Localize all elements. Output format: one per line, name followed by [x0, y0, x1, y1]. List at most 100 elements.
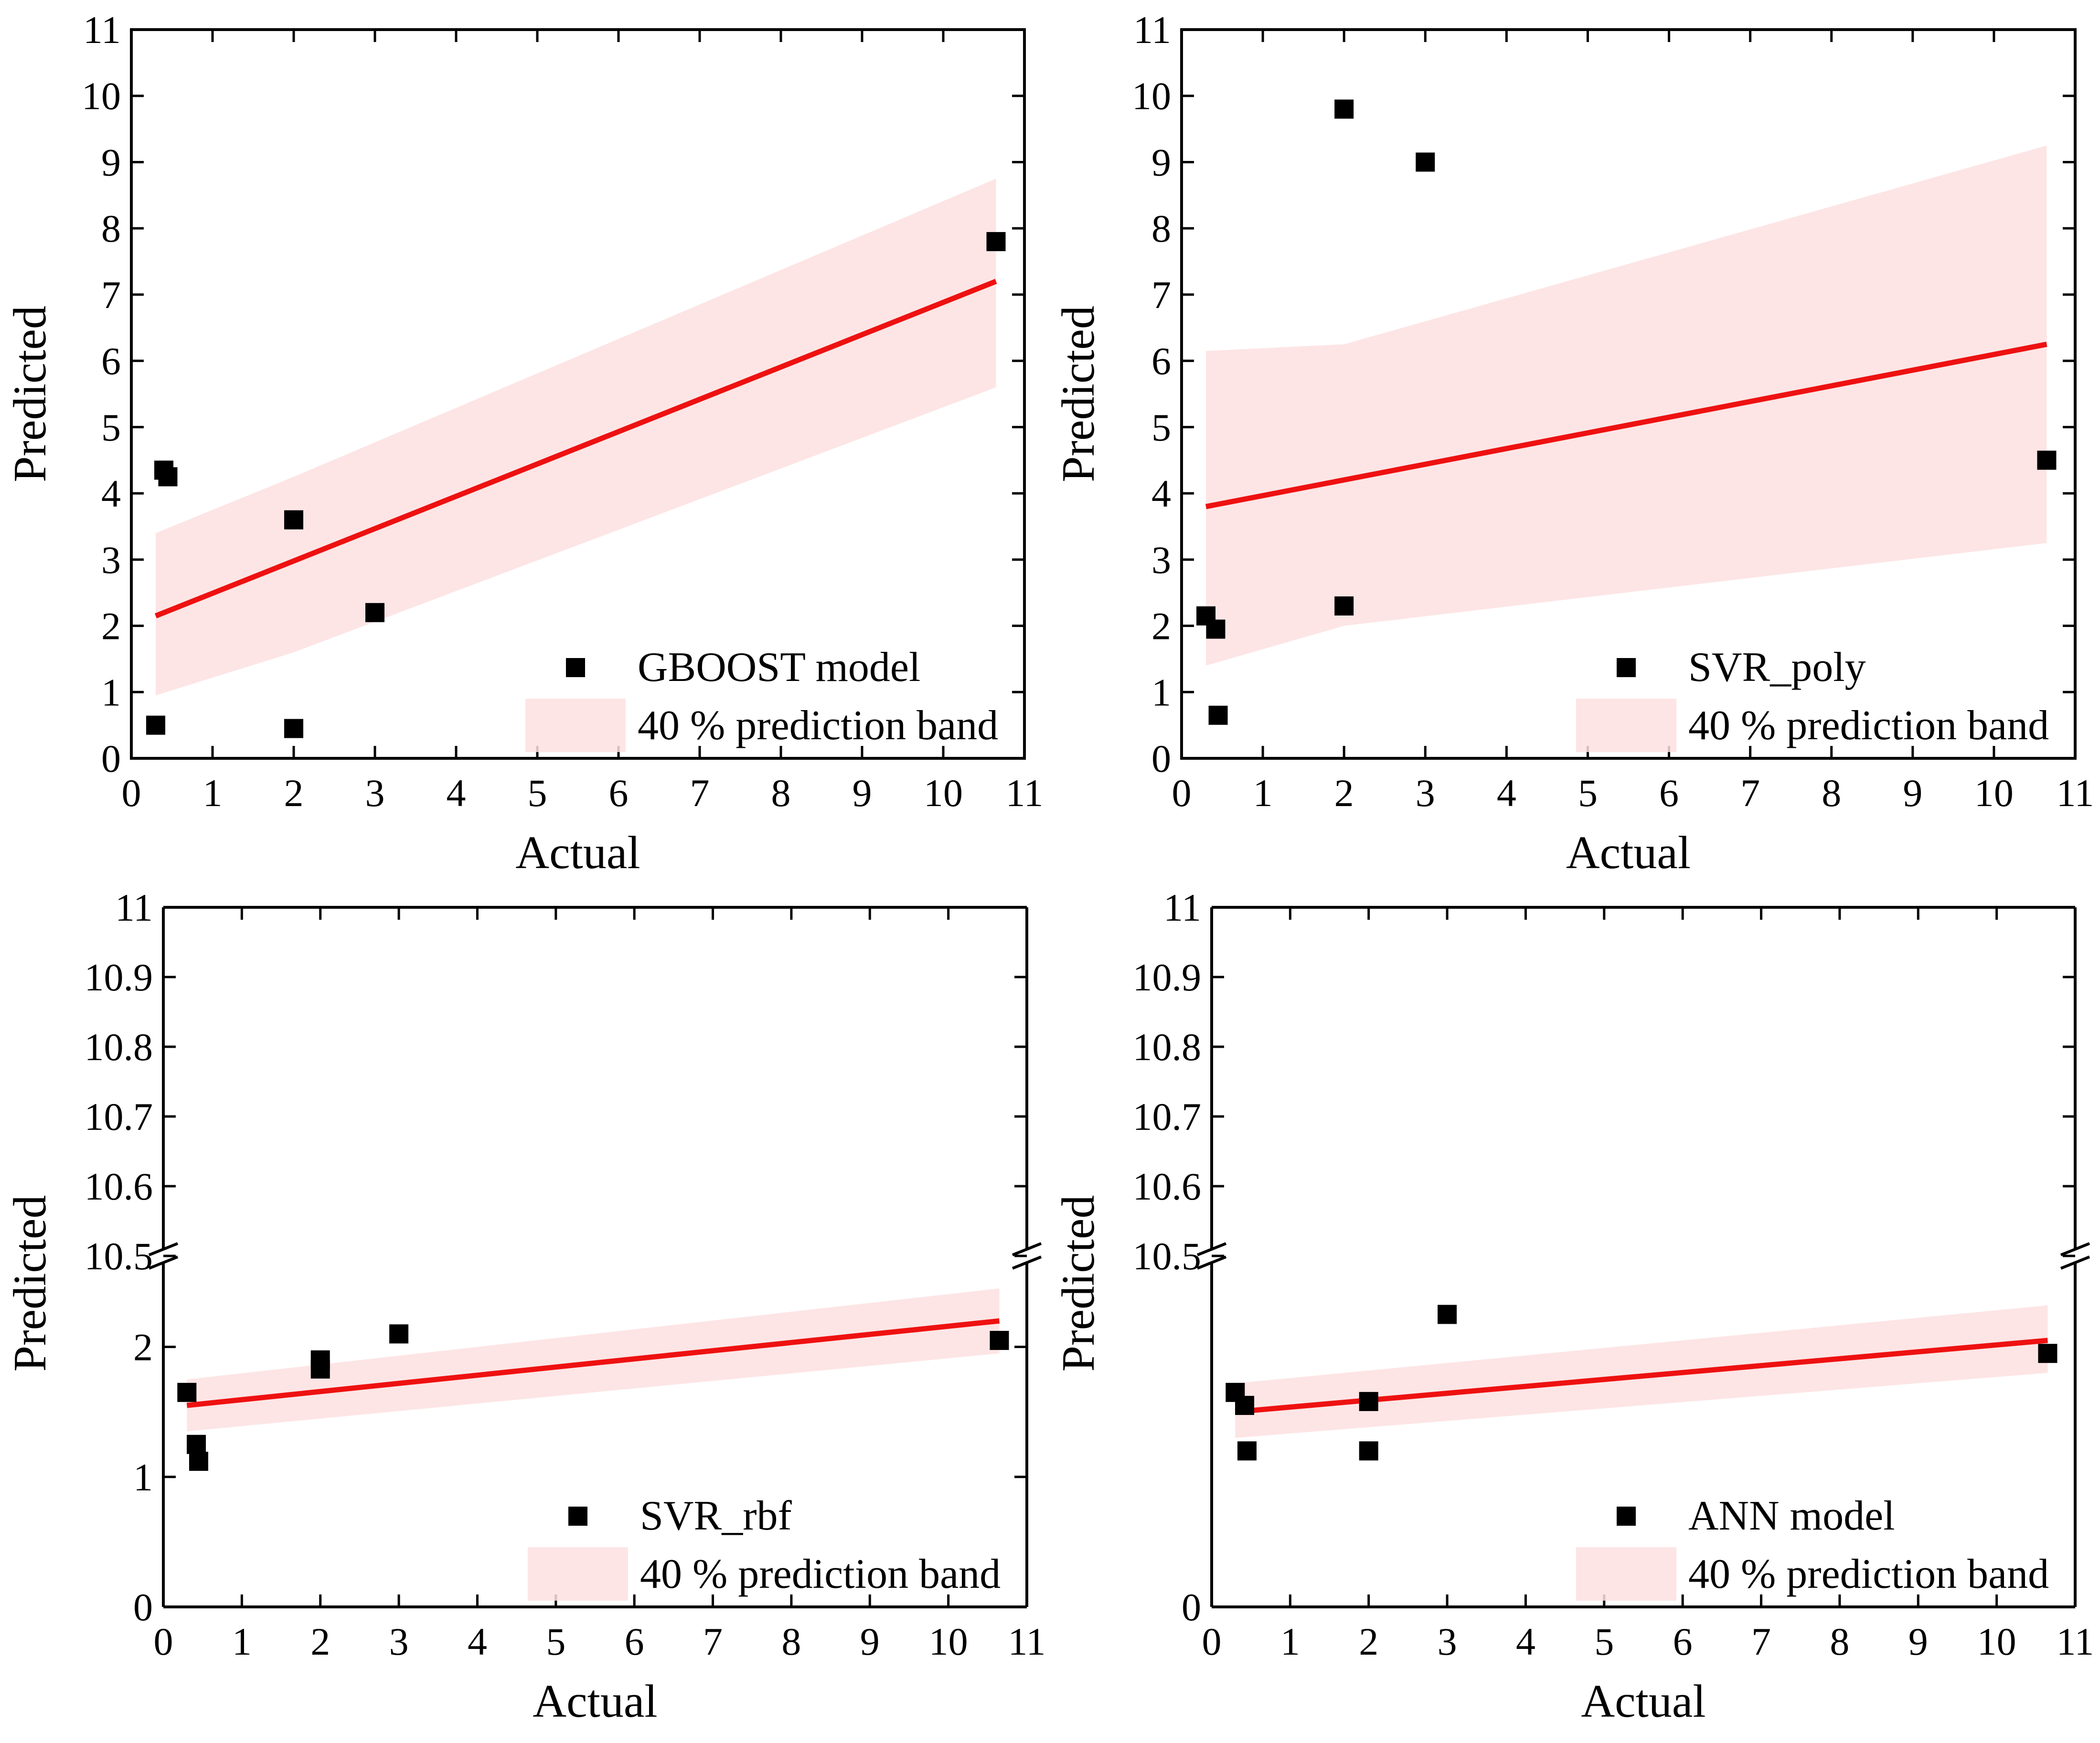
legend: ANN model 40 % prediction band [1576, 1493, 2049, 1601]
x-tick-label: 4 [1516, 1620, 1535, 1663]
axis-break-marker-right [2060, 1242, 2090, 1270]
legend-band-swatch [1576, 1547, 1676, 1601]
legend-point-swatch [1617, 658, 1636, 677]
chart-panel-2: 0 1 2 3 4 5 6 7 8 9 10 11 0 1 2 3 4 5 6 7 8 9 10 11 Actual Predic… [1053, 8, 2094, 879]
x-tick-label: 8 [1822, 771, 1841, 815]
legend-points-label: SVR_rbf [640, 1493, 792, 1539]
prediction-band [187, 1288, 1000, 1432]
break-slash [148, 1255, 179, 1270]
data-point [1235, 1396, 1255, 1415]
data-point [1416, 152, 1435, 172]
y-tick-label: 10.9 [1133, 956, 1202, 999]
x-tick-label: 3 [1438, 1620, 1457, 1663]
data-point [158, 467, 178, 487]
x-tick-label: 11 [1006, 771, 1044, 815]
data-point [189, 1452, 208, 1471]
break-slash [1012, 1255, 1042, 1270]
legend-band-swatch [1576, 699, 1676, 752]
legend-band-label: 40 % prediction band [640, 1551, 1001, 1597]
x-tick-label: 9 [860, 1620, 880, 1663]
data-point [146, 715, 165, 735]
y-tick-label: 10.8 [1133, 1025, 1202, 1069]
fit-line [154, 279, 997, 618]
x-tick-label: 9 [1908, 1620, 1928, 1663]
data-point [365, 603, 384, 622]
data-point [187, 1435, 206, 1454]
x-axis-title: Actual [1581, 1676, 1706, 1727]
y-tick-label: 1 [1151, 670, 1171, 714]
y-tick-label: 2 [133, 1326, 153, 1369]
legend-points-label: ANN model [1688, 1493, 1895, 1539]
x-tick-label: 4 [1497, 771, 1516, 815]
x-tick-label: 5 [1578, 771, 1598, 815]
y-tick-label: 9 [101, 140, 121, 184]
legend-band-label: 40 % prediction band [638, 702, 998, 749]
y-tick-label: 2 [1151, 605, 1171, 648]
x-tick-label: 9 [1903, 771, 1922, 815]
chart-panel-1: 0 1 2 3 4 5 6 7 8 9 10 11 0 1 2 3 4 5 6 7 8 9 10 11 Actual Predic… [4, 8, 1043, 879]
data-point [310, 1359, 330, 1379]
x-tick-label: 2 [284, 771, 304, 815]
legend-band-swatch [525, 699, 626, 752]
plot-frame [130, 28, 1026, 760]
prediction-band [1235, 1305, 2048, 1438]
y-tick-label: 11 [1163, 886, 1201, 929]
data-point [1206, 619, 1226, 639]
y-tick-label: 7 [1151, 273, 1171, 317]
chart-panel-4: 0 1 2 3 4 5 6 7 8 9 10 11 0 10.5 10.6 10.7 10.8 10.9 11 Act… [1053, 886, 2094, 1727]
x-tick-label: 0 [1172, 771, 1192, 815]
x-tick-label: 6 [1659, 771, 1679, 815]
y-axis-title: Predicted [1053, 306, 1104, 482]
y-tick-label: 1 [101, 670, 121, 714]
x-tick-label: 9 [853, 771, 872, 815]
legend-point-swatch [568, 1507, 587, 1526]
x-tick-label: 7 [1740, 771, 1760, 815]
y-tick-label: 6 [1151, 340, 1171, 383]
y-tick-label: 8 [101, 207, 121, 250]
legend-points-label: GBOOST model [638, 644, 920, 691]
data-point [2037, 450, 2057, 470]
x-tick-label: 3 [389, 1620, 409, 1663]
x-tick-label: 0 [1202, 1620, 1222, 1663]
x-tick-label: 5 [546, 1620, 565, 1663]
x-tick-label: 5 [528, 771, 547, 815]
legend: SVR_rbf 40 % prediction band [528, 1493, 1001, 1601]
data-point [1359, 1441, 1378, 1461]
y-tick-label: 10.6 [85, 1165, 153, 1208]
x-tick-label: 4 [468, 1620, 487, 1663]
x-tick-label: 11 [1008, 1620, 1046, 1663]
y-tick-label: 10.7 [1133, 1095, 1202, 1138]
data-point [990, 1330, 1009, 1350]
data-point [1334, 99, 1354, 119]
axis-break-marker-left [148, 1242, 179, 1270]
prediction-band [1206, 145, 2047, 666]
legend-point-swatch [566, 658, 585, 677]
x-tick-label: 7 [1751, 1620, 1771, 1663]
break-slash [1012, 1242, 1042, 1256]
x-tick-label: 1 [1253, 771, 1273, 815]
data-point [284, 510, 303, 530]
data-point [1438, 1305, 1457, 1324]
data-point [1359, 1392, 1378, 1411]
prediction-band [156, 179, 996, 696]
break-slash [2060, 1242, 2090, 1256]
y-tick-label: 4 [1151, 472, 1171, 515]
data-point [1237, 1441, 1257, 1461]
break-slash [1196, 1255, 1227, 1270]
y-tick-label: 10.9 [85, 956, 153, 999]
y-tick-label: 10 [82, 74, 121, 118]
y-axis-title: Predicted [4, 1195, 56, 1371]
break-slash [148, 1242, 179, 1256]
y-tick-label: 8 [1151, 207, 1171, 250]
x-axis-title: Actual [533, 1676, 657, 1727]
x-tick-label: 10 [924, 771, 963, 815]
y-tick-label: 11 [1133, 8, 1171, 52]
x-tick-label: 6 [625, 1620, 644, 1663]
x-tick-label: 1 [203, 771, 223, 815]
y-axis-title: Predicted [1053, 1195, 1104, 1371]
x-tick-label: 10 [1974, 771, 2014, 815]
data-point [389, 1324, 409, 1344]
y-tick-label: 5 [1151, 405, 1171, 449]
y-tick-label: 10.6 [1133, 1165, 1202, 1208]
